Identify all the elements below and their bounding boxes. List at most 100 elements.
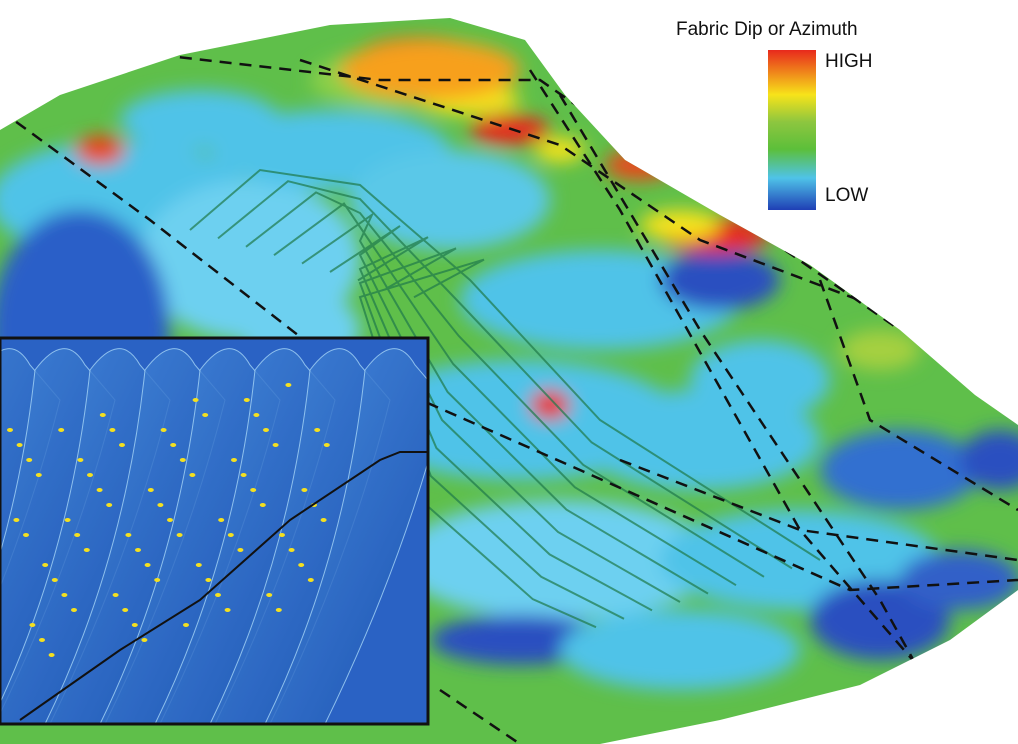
inset-speck (160, 428, 167, 432)
inset-speck (13, 518, 20, 522)
inset-speck (215, 593, 221, 597)
legend: Fabric Dip or Azimuth HIGH LOW (676, 8, 1018, 218)
inset-speck (243, 398, 250, 402)
inset-speck (224, 608, 231, 612)
inset-speck (39, 638, 45, 642)
color-blob (900, 550, 1018, 610)
inset-speck (125, 533, 132, 537)
legend-title: Fabric Dip or Azimuth (676, 19, 858, 40)
inset-speck (179, 458, 186, 462)
inset-speck (263, 428, 269, 432)
legend-high: HIGH (825, 51, 873, 72)
inset-speck (99, 413, 106, 417)
contour-line (273, 202, 737, 587)
inset-speck (58, 428, 65, 432)
inset-speck (189, 473, 196, 477)
contour-line (301, 211, 709, 595)
inset-speck (298, 563, 305, 567)
inset-speck (23, 533, 29, 537)
inset-panel (264, 348, 428, 724)
inset-speck (64, 518, 71, 522)
inset-speck (29, 623, 36, 627)
inset-speck (154, 578, 161, 582)
fault-line (619, 458, 1018, 562)
inset-speck (275, 608, 282, 612)
inset-speck (237, 548, 244, 552)
color-blob (640, 210, 720, 240)
color-blob (560, 610, 800, 690)
inset-speck (307, 578, 314, 582)
legend-colorbar (768, 50, 816, 210)
inset-speck (279, 533, 285, 537)
inset-panels (0, 338, 428, 724)
color-blob (120, 90, 280, 150)
inset-speck (240, 473, 247, 477)
color-blob (350, 150, 550, 250)
inset-speck (61, 593, 68, 597)
color-blob (605, 150, 675, 180)
inset-speck (253, 413, 260, 417)
inset-speck (135, 548, 141, 552)
color-blob (820, 430, 980, 510)
inset-speck (323, 443, 330, 447)
inset-speck (16, 443, 23, 447)
color-blob (960, 430, 1018, 490)
color-blob (690, 340, 830, 420)
inset-speck (119, 443, 125, 447)
inset-speck (170, 443, 177, 447)
inset-speck (96, 488, 103, 492)
inset-speck (301, 488, 308, 492)
inset-speck (218, 518, 225, 522)
contour-line (189, 168, 821, 561)
inset-speck (141, 638, 148, 642)
inset-speck (7, 428, 13, 432)
inset-speck (231, 458, 237, 462)
inset-speck (250, 488, 257, 492)
inset-speck (227, 533, 234, 537)
inset-speck (106, 503, 113, 507)
inset-speck (272, 443, 279, 447)
inset-speck (266, 593, 273, 597)
inset-speck (167, 518, 173, 522)
legend-low: LOW (825, 185, 868, 206)
inset-border (0, 336, 430, 726)
fault-line (0, 108, 1018, 592)
inset-speck (144, 563, 151, 567)
fault-line (439, 688, 521, 744)
inset-speck (51, 578, 58, 582)
color-blobs (0, 37, 1018, 690)
inset-speck (183, 623, 189, 627)
color-blob (530, 390, 570, 420)
inset-speck (131, 623, 138, 627)
inset-speck (87, 473, 93, 477)
inset-speck (259, 503, 266, 507)
inset-speck (314, 428, 321, 432)
color-blob (810, 580, 950, 660)
inset-speck (74, 533, 81, 537)
inset-speck (195, 563, 202, 567)
inset-speck (71, 608, 77, 612)
inset (0, 336, 430, 726)
inset-well-line (19, 451, 428, 721)
inset-speck (285, 383, 292, 387)
inset-speck (288, 548, 295, 552)
inset-speck (35, 473, 42, 477)
color-blob (75, 135, 125, 165)
fault-line (528, 69, 931, 681)
color-blob (340, 40, 520, 100)
fault-line (818, 279, 1018, 512)
inset-speck (122, 608, 129, 612)
color-blob (840, 330, 920, 370)
inset-speck (205, 578, 212, 582)
inset-speck (48, 653, 55, 657)
inset-speck (83, 548, 90, 552)
inset-speck (109, 428, 116, 432)
inset-speck (26, 458, 33, 462)
color-blob (535, 138, 585, 162)
inset-speck (112, 593, 119, 597)
color-blob (660, 250, 780, 310)
inset-speck (147, 488, 154, 492)
inset-speck (202, 413, 209, 417)
